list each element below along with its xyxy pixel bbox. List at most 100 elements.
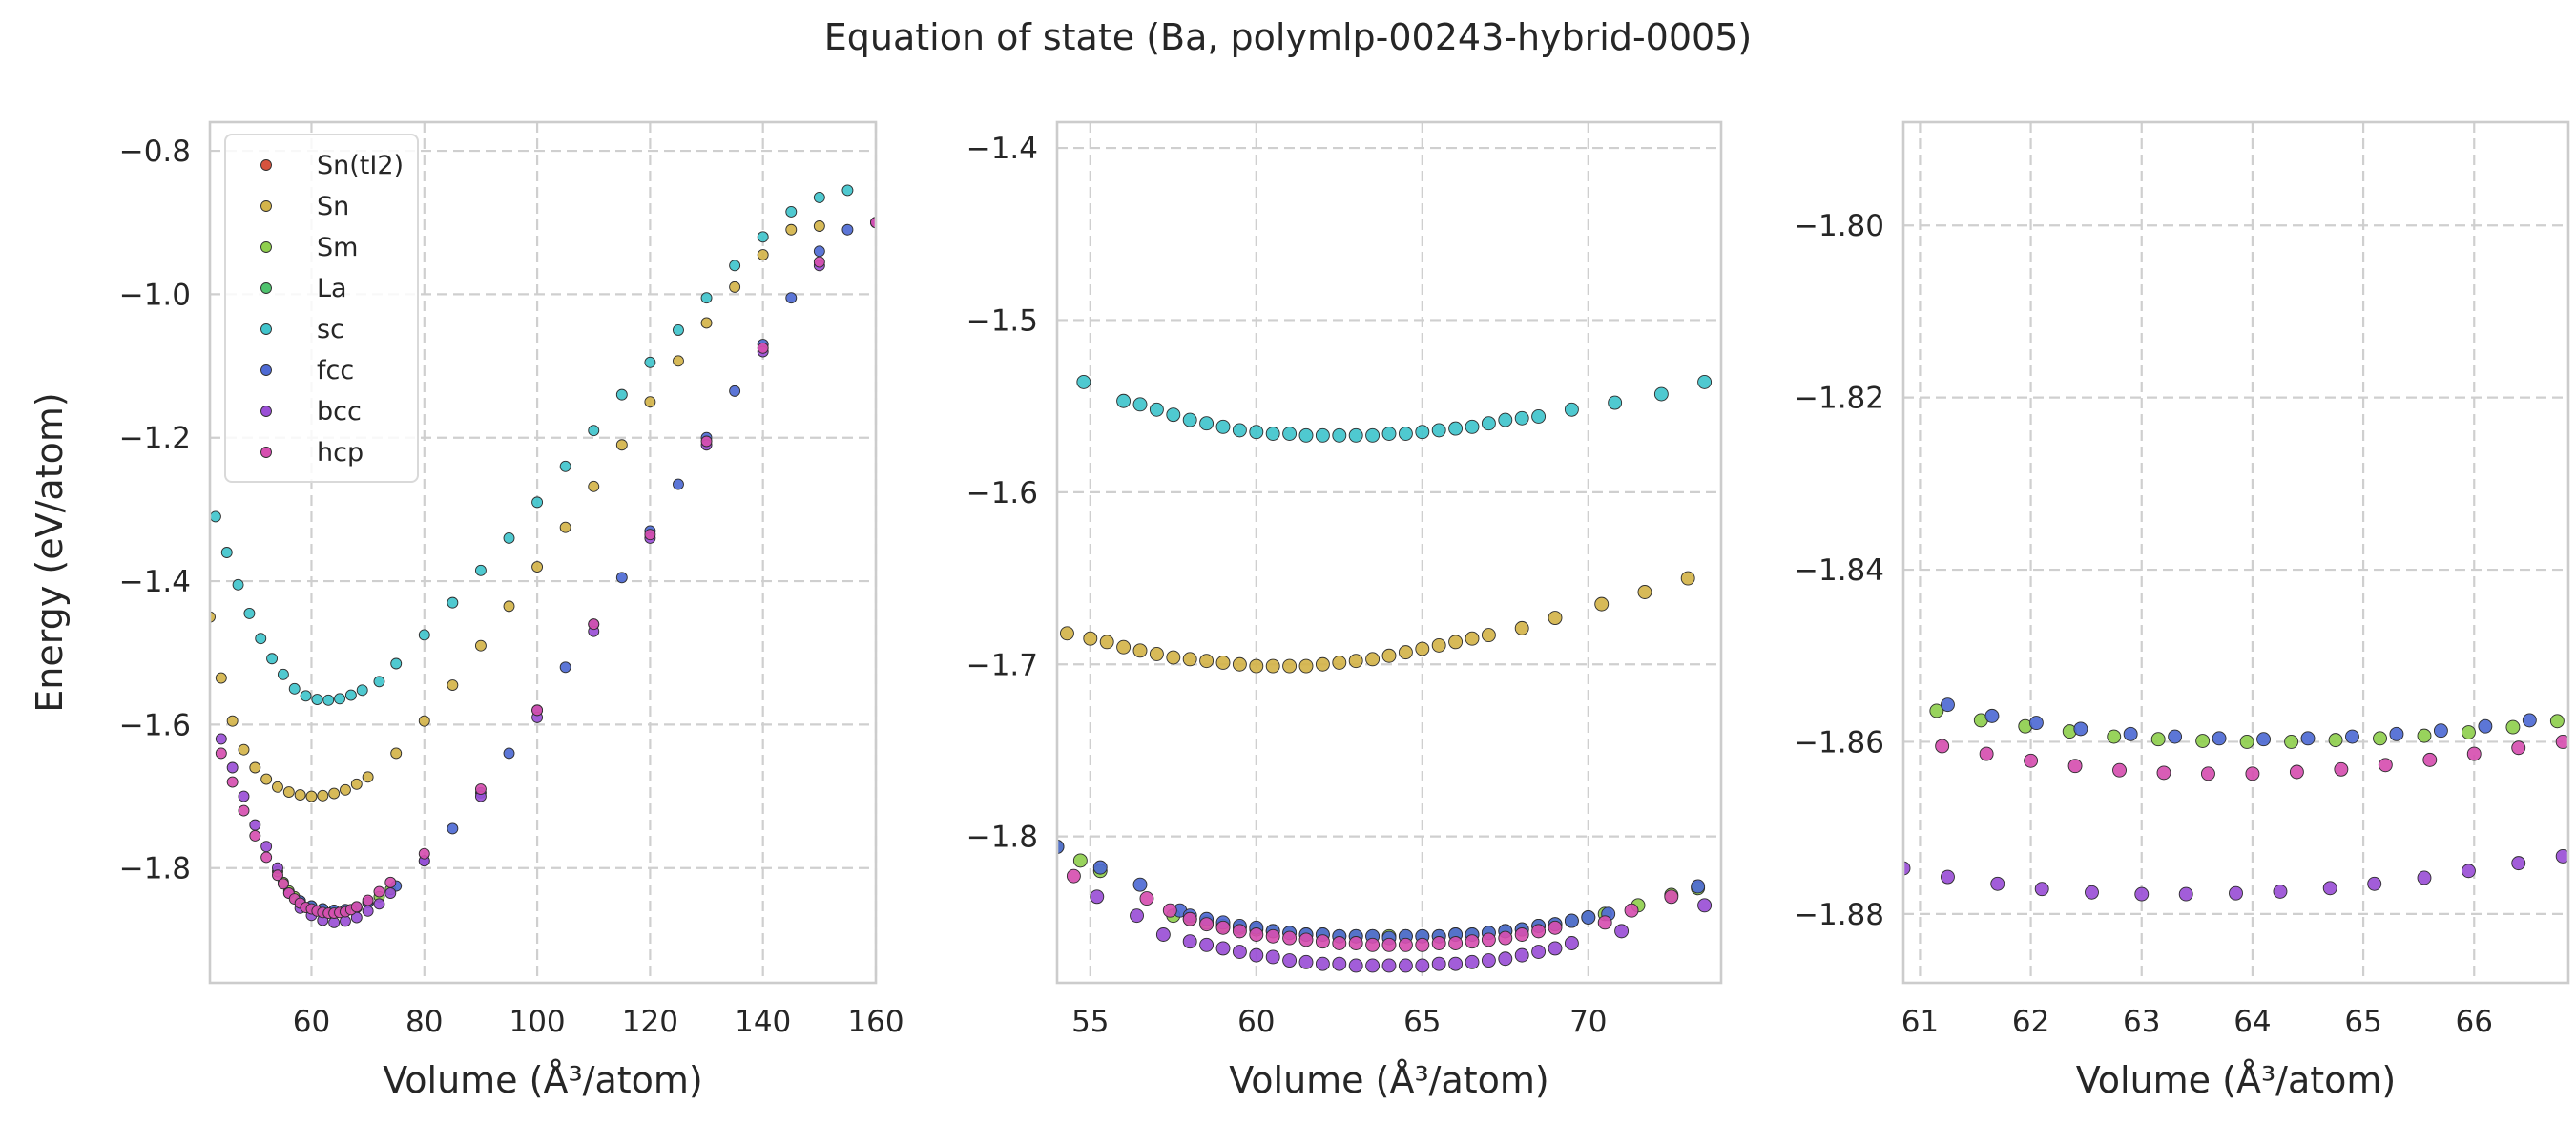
- data-point: [2028, 716, 2044, 731]
- data-point: [215, 747, 227, 760]
- zoom-plot-mid-range: 55 60 65 70 −1.8 −1.7 −1.6 −1.5 −1.4 Volume (Å³/a…: [966, 120, 1723, 1101]
- data-point: [238, 743, 250, 756]
- data-point: [322, 694, 335, 706]
- data-point: [1697, 374, 1713, 389]
- data-point: [2522, 713, 2537, 728]
- data-point: [1130, 908, 1144, 924]
- data-point: [1614, 924, 1630, 939]
- data-point: [249, 829, 261, 842]
- data-point: [673, 478, 684, 490]
- data-point: [1365, 937, 1381, 952]
- data-point: [1398, 645, 1413, 660]
- data-point: [1581, 909, 1596, 925]
- data-point: [1448, 936, 1464, 950]
- data-point: [1564, 913, 1579, 928]
- data-point: [559, 661, 571, 674]
- data-point: [1315, 934, 1330, 949]
- y-tick-label: −1.0: [119, 278, 191, 312]
- data-point: [1249, 927, 1264, 942]
- y-tick-label: −1.4: [966, 132, 1038, 166]
- data-point: [2112, 762, 2127, 778]
- data-point: [1415, 937, 1430, 952]
- data-point: [2511, 856, 2526, 871]
- data-point: [1348, 654, 1363, 669]
- data-point: [2289, 764, 2304, 780]
- plot-frame: [1055, 120, 1723, 985]
- series-sn: [210, 220, 825, 802]
- data-point: [1232, 656, 1247, 672]
- data-point: [2511, 740, 2526, 756]
- data-point: [277, 878, 289, 890]
- data-point: [1182, 911, 1197, 926]
- data-point: [220, 547, 233, 558]
- legend-marker: [260, 282, 272, 294]
- data-point: [2034, 882, 2049, 897]
- x-tick-label: 60: [1237, 1005, 1275, 1039]
- data-point: [300, 690, 312, 702]
- data-point: [260, 851, 273, 864]
- plot-frame: [1901, 120, 2570, 985]
- data-point: [2328, 733, 2343, 748]
- x-tick-label: 120: [622, 1005, 678, 1039]
- overview-plot: 60 80 100 120 140 160 −1.8 −1.6 −1.4 −1.2 −1.0 −0.8…: [29, 120, 904, 1101]
- data-point: [1282, 427, 1298, 441]
- data-point: [1691, 879, 1706, 894]
- data-point: [1249, 658, 1264, 674]
- data-point: [785, 223, 798, 236]
- data-point: [1415, 641, 1430, 656]
- data-point: [1332, 936, 1347, 950]
- data-point: [1249, 947, 1264, 963]
- data-point: [1265, 427, 1280, 441]
- data-point: [1481, 953, 1496, 968]
- data-point: [729, 260, 741, 272]
- x-tick-label: 65: [1403, 1005, 1441, 1039]
- data-point: [1215, 656, 1231, 670]
- x-tick-label: 140: [735, 1005, 791, 1039]
- data-point: [1531, 945, 1547, 959]
- legend-marker: [260, 447, 272, 458]
- data-point: [503, 747, 515, 760]
- data-point: [1514, 410, 1529, 426]
- data-point: [1465, 954, 1480, 969]
- data-point: [1498, 951, 1513, 967]
- x-tick-label: 100: [509, 1005, 565, 1039]
- data-point: [1548, 611, 1563, 626]
- data-point: [1903, 861, 1911, 876]
- data-point: [2300, 731, 2316, 746]
- legend-label: Sm: [317, 233, 358, 262]
- data-point: [1249, 425, 1264, 440]
- y-tick-label: −1.84: [1794, 553, 1884, 588]
- data-point: [644, 396, 656, 408]
- x-tick-label: 60: [293, 1005, 330, 1039]
- data-point: [2168, 729, 2183, 744]
- data-point: [1481, 416, 1496, 431]
- y-tick-label: −1.8: [966, 821, 1038, 855]
- data-point: [1381, 958, 1397, 973]
- legend-label: Sn: [317, 192, 349, 221]
- data-point: [418, 715, 430, 727]
- data-point: [2239, 734, 2254, 749]
- data-point: [1348, 936, 1363, 950]
- data-point: [1941, 869, 1955, 885]
- data-point: [390, 747, 403, 760]
- data-point: [350, 778, 363, 790]
- legend-label: Sn(tI2): [317, 151, 404, 180]
- data-point: [277, 668, 289, 680]
- data-point: [588, 425, 600, 437]
- legend-label: bcc: [317, 397, 362, 427]
- y-tick-label: −1.82: [1794, 382, 1884, 416]
- data-point: [1116, 639, 1132, 655]
- data-point: [1072, 853, 1088, 868]
- data-point: [249, 819, 261, 831]
- data-point: [1155, 927, 1171, 942]
- data-point: [1083, 631, 1098, 646]
- data-point: [2107, 729, 2122, 744]
- series-sc: [1076, 374, 1713, 443]
- data-point: [1282, 658, 1298, 674]
- data-point: [1398, 427, 1413, 441]
- data-point: [260, 773, 273, 785]
- data-point: [1215, 419, 1231, 434]
- x-tick-label: 160: [847, 1005, 904, 1039]
- data-point: [1990, 876, 2005, 891]
- data-point: [2466, 746, 2482, 761]
